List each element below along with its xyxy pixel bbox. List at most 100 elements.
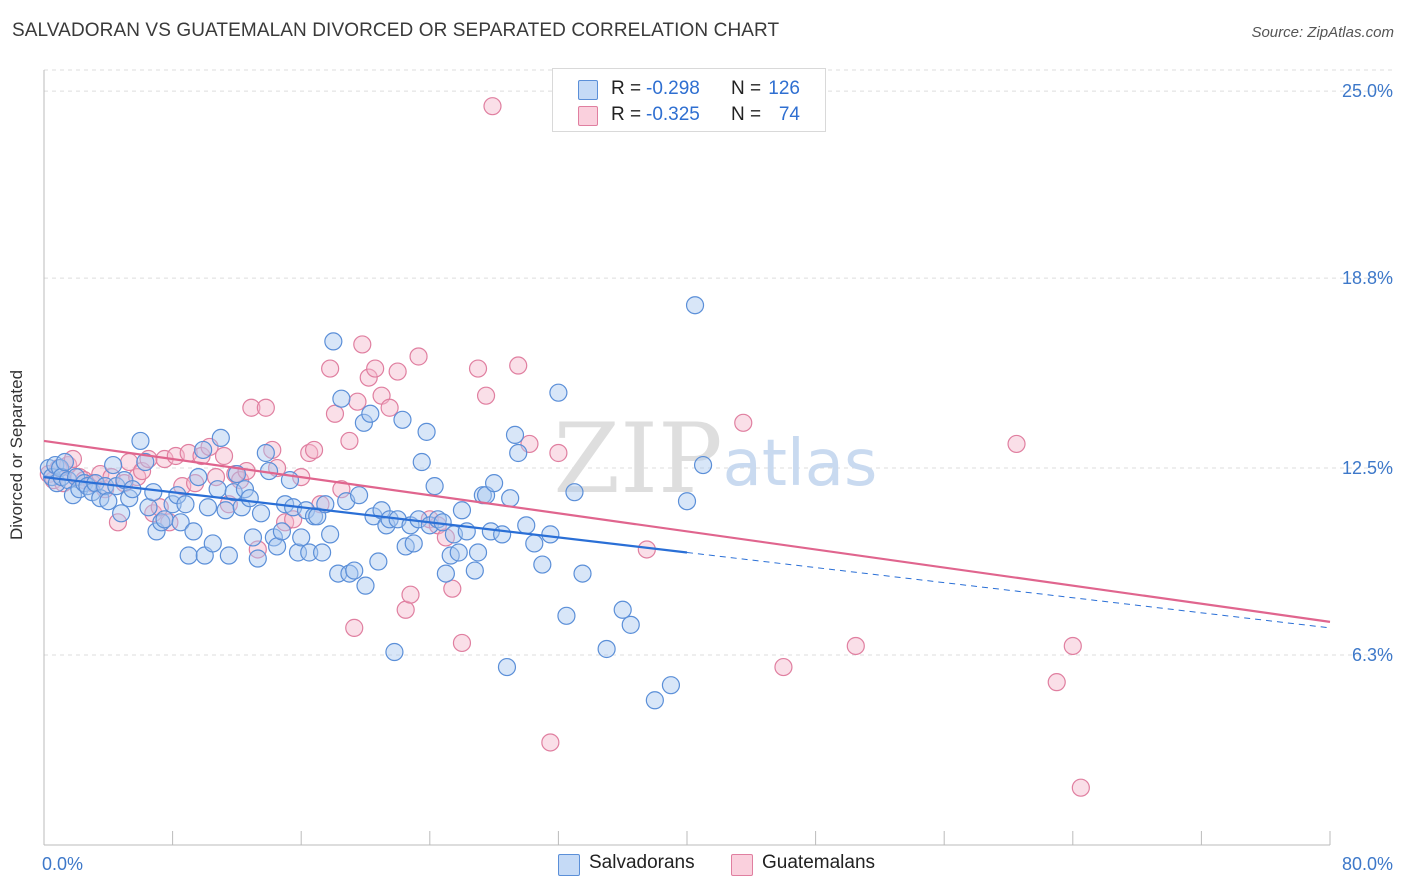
legend-swatch-guatemalans	[731, 854, 753, 876]
n-label: N =	[731, 78, 762, 99]
salvadoran-point	[565, 483, 584, 502]
r-label: R =	[611, 78, 642, 99]
salvadoran-point	[465, 561, 484, 580]
salvadoran-point	[136, 452, 155, 472]
salvadoran-point	[425, 477, 444, 496]
salvadoran-point	[533, 555, 552, 574]
axes	[43, 70, 1331, 846]
r-value: -0.298	[646, 78, 700, 99]
salvadorans-trend-line	[43, 476, 688, 554]
salvadoran-point	[645, 691, 664, 710]
r-label: R =	[611, 104, 642, 125]
salvadoran-point	[176, 495, 195, 514]
salvadoran-point	[240, 489, 259, 508]
guatemalan-point	[476, 386, 496, 405]
r-value: -0.325	[646, 104, 700, 125]
salvadoran-point	[227, 464, 246, 484]
salvadoran-point	[393, 410, 412, 429]
x-tick-label: 80.0%	[1342, 854, 1393, 874]
n-label: N =	[731, 104, 762, 125]
salvadoran-point	[203, 534, 222, 553]
salvadoran-point	[235, 480, 255, 499]
salvadoran-point	[356, 576, 375, 595]
x-tick-label: 0.0%	[42, 854, 83, 874]
stats-row-salvadorans: R = -0.298 N = 126	[553, 75, 825, 103]
watermark-atlas: atlas	[723, 427, 878, 501]
salvadoran-point	[468, 543, 488, 562]
guatemalan-point	[214, 446, 234, 466]
guatemalan-point	[734, 413, 753, 432]
stats-row-guatemalans: R = -0.325 N = 74	[553, 101, 825, 129]
y-tick-label: 12.5%	[1342, 458, 1393, 478]
guatemalans-trend-line	[43, 439, 1331, 623]
salvadoran-point	[300, 543, 319, 562]
salvadoran-point	[194, 440, 213, 460]
salvadoran-point	[112, 504, 131, 523]
salvadoran-point	[505, 425, 525, 444]
salvadoran-point	[99, 492, 118, 511]
salvadoran-point	[248, 549, 267, 568]
guatemalan-point	[443, 579, 462, 598]
salvadoran-point	[171, 513, 190, 532]
salvadoran-point	[219, 546, 238, 565]
salvadoran-point	[685, 296, 705, 315]
salvadoran-point	[613, 600, 632, 619]
salvadoran-point	[292, 528, 311, 547]
salvadoran-point	[189, 468, 208, 487]
salvadoran-point	[452, 501, 472, 520]
salvadoran-point	[55, 452, 74, 472]
guatemalan-point	[396, 600, 415, 619]
guatemalan-point	[304, 440, 324, 460]
salvadoran-point	[272, 522, 292, 541]
salvadoran-point	[369, 552, 388, 571]
guatemalan-point	[359, 368, 378, 387]
guatemalan-point	[401, 585, 420, 604]
y-tick-label: 25.0%	[1342, 81, 1393, 101]
n-value: 126	[768, 78, 800, 99]
salvadoran-point	[345, 561, 364, 580]
stats-box: R = -0.298 N = 126 R = -0.325 N = 74	[552, 68, 826, 132]
salvadoran-point	[224, 483, 243, 502]
n-value: 74	[778, 104, 800, 125]
salvadoran-point	[493, 525, 512, 544]
grid-lines	[44, 69, 1395, 656]
salvadoran-point	[404, 534, 423, 553]
guatemalan-point	[340, 431, 359, 451]
guatemalan-point	[325, 404, 345, 423]
legend-label-salvadorans: Salvadorans	[589, 852, 695, 873]
y-tick-label: 18.8%	[1342, 268, 1393, 288]
salvadoran-point	[155, 510, 174, 529]
salvadoran-point	[179, 546, 198, 565]
salvadoran-point	[361, 404, 380, 423]
chart-source: Source: ZipAtlas.com	[1251, 24, 1394, 41]
salvadoran-point	[340, 564, 359, 583]
salvadoran-point	[332, 389, 351, 408]
salvadoran-point	[517, 516, 536, 535]
guatemalan-point	[366, 359, 385, 378]
guatemalan-point	[509, 356, 528, 375]
guatemalan-point	[452, 633, 472, 653]
guatemalan-point	[332, 480, 351, 499]
salvadoran-point	[267, 537, 287, 556]
salvadoran-point	[163, 495, 182, 514]
watermark: ZIP atlas	[553, 403, 877, 515]
salvadoran-point	[693, 455, 713, 475]
salvadoran-point	[211, 428, 230, 447]
salvadorans-trend-extension	[686, 551, 1331, 629]
guatemalan-point	[1071, 778, 1090, 797]
guatemalan-point	[468, 359, 488, 378]
salvadoran-point	[104, 455, 123, 475]
salvadoran-point	[243, 528, 263, 547]
guatemalan-point	[541, 733, 560, 752]
salvadoran-point	[525, 534, 544, 553]
salvadoran-point	[621, 615, 640, 634]
salvadoran-point	[349, 486, 369, 505]
salvadoran-point	[324, 332, 343, 351]
guatemalan-point	[321, 359, 340, 378]
guatemalan-point	[388, 362, 407, 381]
salvadorans-points	[39, 296, 713, 710]
guatemalan-point	[300, 443, 319, 463]
salvadoran-point	[677, 492, 697, 511]
tick-labels: 6.3% 12.5% 18.8% 25.0% 0.0% 80.0%	[42, 81, 1393, 874]
